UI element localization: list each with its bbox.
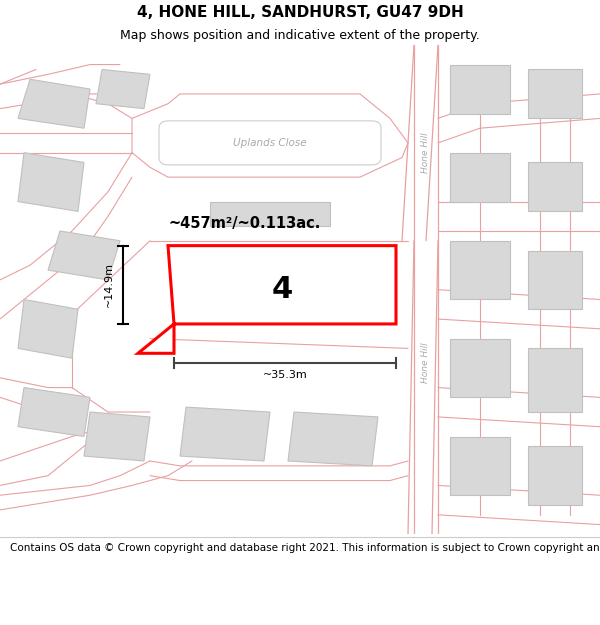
Text: ~457m²/~0.113ac.: ~457m²/~0.113ac. [168,216,320,231]
Polygon shape [450,152,510,202]
Text: ~14.9m: ~14.9m [104,262,114,308]
Polygon shape [84,412,150,461]
Polygon shape [528,446,582,505]
Polygon shape [528,69,582,118]
Polygon shape [18,79,90,128]
Polygon shape [216,256,330,304]
Text: 4, HONE HILL, SANDHURST, GU47 9DH: 4, HONE HILL, SANDHURST, GU47 9DH [137,5,463,20]
Polygon shape [138,246,396,353]
Text: Hone Hill: Hone Hill [421,132,431,173]
FancyBboxPatch shape [159,121,381,165]
Polygon shape [450,241,510,299]
Polygon shape [18,299,78,358]
Text: ~35.3m: ~35.3m [263,371,307,381]
Text: Uplands Close: Uplands Close [233,138,307,148]
Text: Map shows position and indicative extent of the property.: Map shows position and indicative extent… [120,29,480,42]
Polygon shape [96,69,150,109]
Text: Hone Hill: Hone Hill [421,342,431,383]
Polygon shape [180,407,270,461]
Polygon shape [48,231,120,280]
Polygon shape [18,388,90,436]
Polygon shape [528,251,582,309]
Polygon shape [450,64,510,114]
Polygon shape [450,339,510,398]
Polygon shape [450,436,510,495]
Polygon shape [528,162,582,211]
Text: Contains OS data © Crown copyright and database right 2021. This information is : Contains OS data © Crown copyright and d… [10,543,600,554]
Polygon shape [18,152,84,211]
Text: 4: 4 [271,275,293,304]
Polygon shape [528,348,582,412]
Polygon shape [288,412,378,466]
Polygon shape [210,202,330,226]
